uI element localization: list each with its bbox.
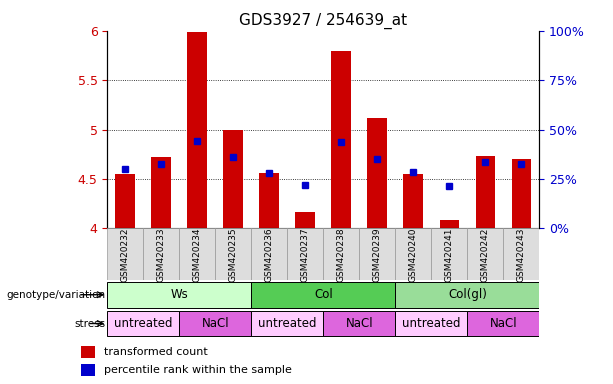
Text: percentile rank within the sample: percentile rank within the sample bbox=[104, 365, 292, 375]
FancyBboxPatch shape bbox=[395, 311, 468, 336]
Bar bbox=[259, 173, 280, 228]
Title: GDS3927 / 254639_at: GDS3927 / 254639_at bbox=[239, 13, 408, 29]
Text: Col: Col bbox=[314, 288, 333, 301]
Text: genotype/variation: genotype/variation bbox=[6, 290, 105, 300]
FancyBboxPatch shape bbox=[395, 282, 539, 308]
FancyBboxPatch shape bbox=[215, 228, 251, 280]
Text: GSM420232: GSM420232 bbox=[121, 227, 130, 281]
Text: GSM420233: GSM420233 bbox=[157, 227, 166, 282]
Text: GSM420242: GSM420242 bbox=[481, 227, 490, 281]
FancyBboxPatch shape bbox=[468, 311, 539, 336]
Bar bbox=[332, 51, 351, 228]
FancyBboxPatch shape bbox=[179, 311, 251, 336]
Text: Ws: Ws bbox=[170, 288, 188, 301]
FancyBboxPatch shape bbox=[107, 228, 143, 280]
Text: stress: stress bbox=[74, 318, 105, 329]
FancyBboxPatch shape bbox=[432, 228, 468, 280]
Text: transformed count: transformed count bbox=[104, 347, 208, 357]
FancyBboxPatch shape bbox=[251, 282, 395, 308]
Bar bbox=[476, 156, 495, 228]
FancyBboxPatch shape bbox=[251, 311, 324, 336]
FancyBboxPatch shape bbox=[395, 228, 432, 280]
Text: untreated: untreated bbox=[402, 317, 460, 330]
Text: GSM420240: GSM420240 bbox=[409, 227, 418, 281]
Text: NaCl: NaCl bbox=[202, 317, 229, 330]
Text: GSM420234: GSM420234 bbox=[193, 227, 202, 281]
Text: untreated: untreated bbox=[114, 317, 172, 330]
Bar bbox=[188, 32, 207, 228]
Bar bbox=[295, 212, 315, 228]
Text: GSM420243: GSM420243 bbox=[517, 227, 526, 281]
FancyBboxPatch shape bbox=[143, 228, 179, 280]
FancyBboxPatch shape bbox=[324, 311, 395, 336]
Text: GSM420239: GSM420239 bbox=[373, 227, 382, 282]
Bar bbox=[403, 174, 424, 228]
Bar bbox=[223, 129, 243, 228]
FancyBboxPatch shape bbox=[107, 311, 179, 336]
FancyBboxPatch shape bbox=[251, 228, 287, 280]
FancyBboxPatch shape bbox=[503, 228, 539, 280]
Bar bbox=[82, 364, 95, 376]
FancyBboxPatch shape bbox=[179, 228, 215, 280]
FancyBboxPatch shape bbox=[324, 228, 359, 280]
FancyBboxPatch shape bbox=[107, 282, 251, 308]
Text: Col(gl): Col(gl) bbox=[448, 288, 487, 301]
Bar bbox=[511, 159, 531, 228]
FancyBboxPatch shape bbox=[468, 228, 503, 280]
FancyBboxPatch shape bbox=[359, 228, 395, 280]
Bar bbox=[115, 174, 135, 228]
Text: GSM420236: GSM420236 bbox=[265, 227, 274, 282]
Text: GSM420241: GSM420241 bbox=[445, 227, 454, 281]
Text: NaCl: NaCl bbox=[346, 317, 373, 330]
Bar bbox=[367, 118, 387, 228]
Text: GSM420237: GSM420237 bbox=[301, 227, 310, 282]
Text: GSM420238: GSM420238 bbox=[337, 227, 346, 282]
Text: GSM420235: GSM420235 bbox=[229, 227, 238, 282]
Text: NaCl: NaCl bbox=[490, 317, 517, 330]
Text: untreated: untreated bbox=[258, 317, 316, 330]
Bar bbox=[151, 157, 171, 228]
FancyBboxPatch shape bbox=[287, 228, 324, 280]
Bar bbox=[440, 220, 459, 228]
Bar bbox=[82, 346, 95, 358]
